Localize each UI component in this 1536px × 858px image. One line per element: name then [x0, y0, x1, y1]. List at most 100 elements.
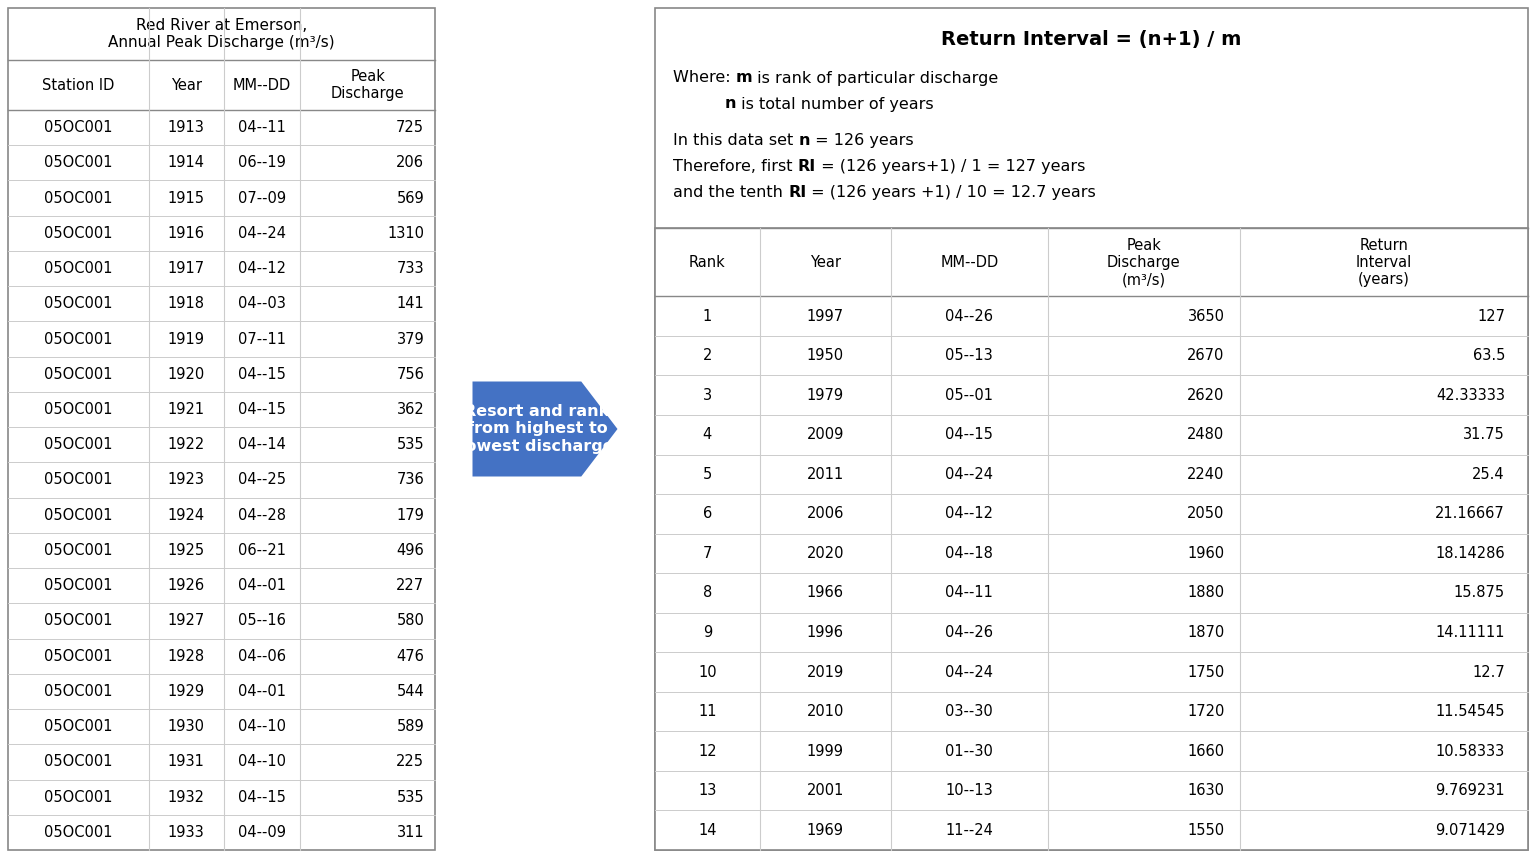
Text: 496: 496: [396, 543, 424, 558]
Text: 1928: 1928: [167, 649, 204, 664]
Text: 25.4: 25.4: [1473, 467, 1505, 482]
Text: Station ID: Station ID: [43, 77, 115, 93]
Text: In this data set: In this data set: [673, 133, 799, 148]
Text: 10.58333: 10.58333: [1436, 744, 1505, 758]
Text: 6: 6: [703, 506, 713, 522]
Text: 1996: 1996: [806, 625, 843, 640]
Text: 2620: 2620: [1187, 388, 1224, 402]
Polygon shape: [473, 382, 617, 476]
Text: 2019: 2019: [806, 665, 843, 680]
Text: 225: 225: [396, 754, 424, 770]
Text: 2480: 2480: [1187, 427, 1224, 443]
Text: 1997: 1997: [806, 309, 843, 323]
Text: 1979: 1979: [806, 388, 843, 402]
Text: 1750: 1750: [1187, 665, 1224, 680]
Text: 05--13: 05--13: [945, 348, 994, 363]
Text: = (126 years +1) / 10 = 12.7 years: = (126 years +1) / 10 = 12.7 years: [806, 185, 1097, 200]
Text: 1880: 1880: [1187, 585, 1224, 601]
Text: n: n: [799, 133, 809, 148]
Text: Red River at Emerson,
Annual Peak Discharge (m³/s): Red River at Emerson, Annual Peak Discha…: [108, 18, 335, 51]
Text: 04--11: 04--11: [945, 585, 994, 601]
Text: 05OC001: 05OC001: [45, 825, 112, 840]
Text: 04--25: 04--25: [238, 473, 286, 487]
Text: 07--09: 07--09: [238, 190, 286, 206]
Text: 04--26: 04--26: [945, 625, 994, 640]
Text: 1921: 1921: [167, 402, 204, 417]
Text: 21.16667: 21.16667: [1435, 506, 1505, 522]
Text: 9: 9: [703, 625, 713, 640]
Text: 1969: 1969: [806, 823, 843, 837]
Text: 1913: 1913: [167, 120, 204, 135]
Text: 05OC001: 05OC001: [45, 613, 112, 628]
Text: 04--28: 04--28: [238, 508, 286, 523]
Text: 1950: 1950: [806, 348, 843, 363]
Text: 7: 7: [702, 546, 713, 561]
Text: 733: 733: [396, 261, 424, 276]
Text: = (126 years+1) / 1 = 127 years: = (126 years+1) / 1 = 127 years: [816, 159, 1086, 174]
Text: and the tenth: and the tenth: [673, 185, 788, 200]
Text: 15.875: 15.875: [1455, 585, 1505, 601]
Text: 9.769231: 9.769231: [1435, 783, 1505, 798]
Text: 04--11: 04--11: [238, 120, 286, 135]
Text: 756: 756: [396, 366, 424, 382]
Text: Return Interval = (n+1) / m: Return Interval = (n+1) / m: [942, 31, 1241, 50]
Text: 11: 11: [699, 704, 717, 719]
Text: = 126 years: = 126 years: [809, 133, 914, 148]
Text: 05OC001: 05OC001: [45, 331, 112, 347]
Text: 05OC001: 05OC001: [45, 719, 112, 734]
Text: 06--19: 06--19: [238, 155, 286, 171]
Text: 42.33333: 42.33333: [1436, 388, 1505, 402]
Text: 535: 535: [396, 438, 424, 452]
Text: RI: RI: [788, 185, 806, 200]
Text: 05OC001: 05OC001: [45, 473, 112, 487]
Text: 12.7: 12.7: [1471, 665, 1505, 680]
Text: 5: 5: [703, 467, 713, 482]
Text: 1966: 1966: [806, 585, 843, 601]
Text: 04--26: 04--26: [945, 309, 994, 323]
Text: 1920: 1920: [167, 366, 204, 382]
Text: 2006: 2006: [806, 506, 843, 522]
Text: 05--01: 05--01: [945, 388, 994, 402]
Text: 1915: 1915: [167, 190, 204, 206]
Text: 2020: 2020: [806, 546, 843, 561]
Text: 379: 379: [396, 331, 424, 347]
Text: 569: 569: [396, 190, 424, 206]
Text: MM--DD: MM--DD: [233, 77, 292, 93]
Text: 1870: 1870: [1187, 625, 1224, 640]
Text: 1630: 1630: [1187, 783, 1224, 798]
Text: 2011: 2011: [806, 467, 843, 482]
Text: 04--01: 04--01: [238, 684, 286, 699]
Text: n: n: [725, 96, 736, 112]
Text: 1929: 1929: [167, 684, 204, 699]
Text: 725: 725: [396, 120, 424, 135]
Text: 05OC001: 05OC001: [45, 684, 112, 699]
Text: 10: 10: [697, 665, 717, 680]
Text: 1916: 1916: [167, 226, 204, 241]
Bar: [8, 8, 435, 850]
Text: 04--15: 04--15: [238, 789, 286, 805]
Text: 227: 227: [396, 578, 424, 593]
Text: 1933: 1933: [167, 825, 204, 840]
Text: 05OC001: 05OC001: [45, 190, 112, 206]
Text: 4: 4: [703, 427, 713, 443]
Text: 1924: 1924: [167, 508, 204, 523]
Text: 13: 13: [699, 783, 717, 798]
Text: 05OC001: 05OC001: [45, 155, 112, 171]
Text: 1919: 1919: [167, 331, 204, 347]
Text: 04--24: 04--24: [945, 665, 994, 680]
Text: 2001: 2001: [806, 783, 843, 798]
Text: 544: 544: [396, 684, 424, 699]
Text: 2010: 2010: [806, 704, 843, 719]
Text: 8: 8: [703, 585, 713, 601]
Text: 04--24: 04--24: [945, 467, 994, 482]
Text: 05OC001: 05OC001: [45, 789, 112, 805]
Text: 06--21: 06--21: [238, 543, 286, 558]
Text: Resort and rank
from highest to
lowest discharge: Resort and rank from highest to lowest d…: [461, 404, 614, 454]
Text: 01--30: 01--30: [945, 744, 994, 758]
Text: 362: 362: [396, 402, 424, 417]
Text: 1917: 1917: [167, 261, 204, 276]
Text: 10--13: 10--13: [945, 783, 994, 798]
Text: 05OC001: 05OC001: [45, 578, 112, 593]
Text: 9.071429: 9.071429: [1435, 823, 1505, 837]
Text: 05OC001: 05OC001: [45, 366, 112, 382]
